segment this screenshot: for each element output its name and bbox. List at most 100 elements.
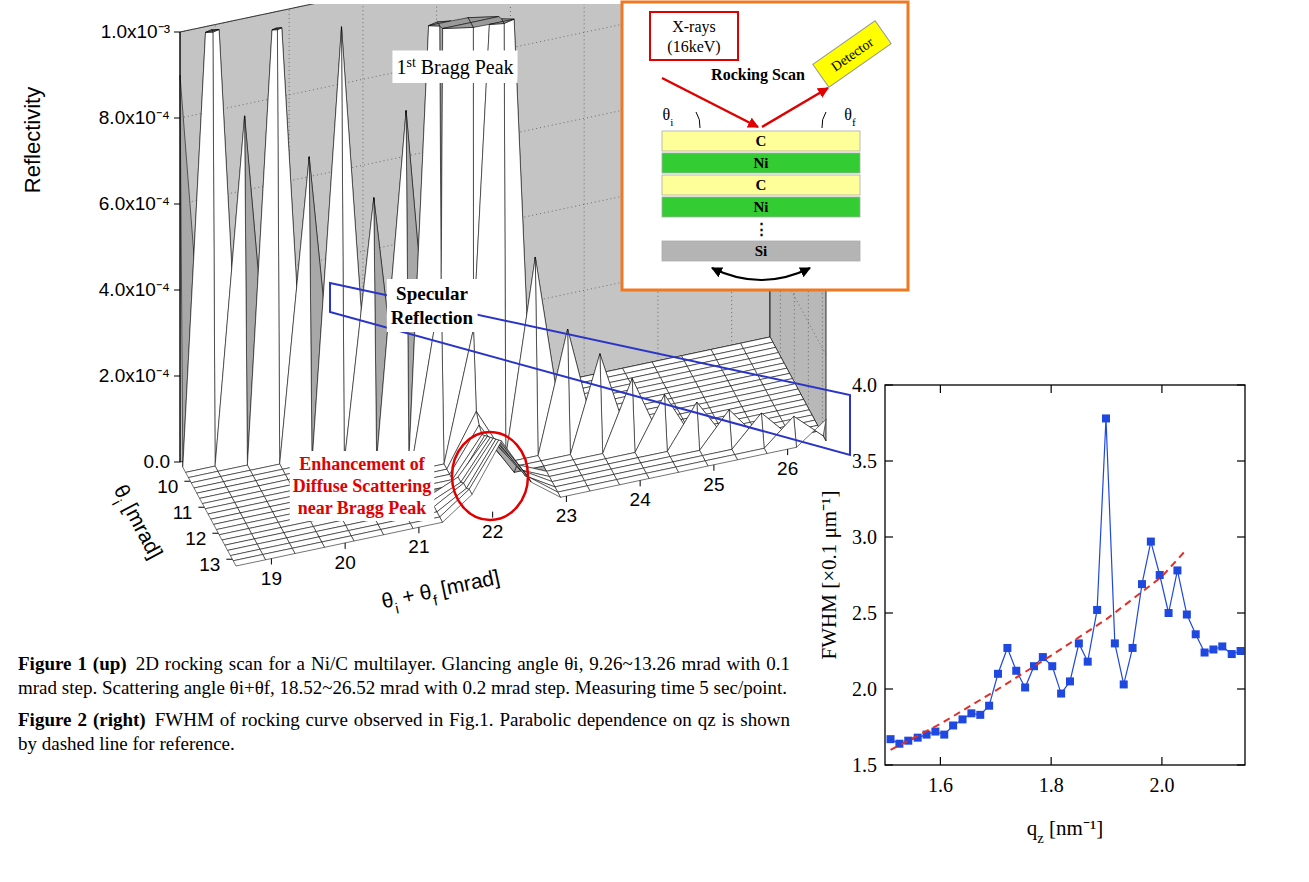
detector-label: Detector (828, 34, 876, 74)
surface-face (705, 455, 737, 466)
surface-cap (443, 23, 474, 29)
marker (1111, 639, 1119, 647)
surface-cell (705, 455, 737, 466)
marker (1129, 644, 1137, 652)
layer (662, 241, 860, 261)
surface-cell (344, 198, 376, 467)
marker (1084, 658, 1092, 666)
marker (959, 715, 967, 723)
surface-cell (735, 448, 767, 460)
series-line (891, 552, 1185, 750)
tick (174, 118, 180, 119)
tick (885, 460, 893, 461)
tick-label: 22 (482, 521, 503, 542)
tick-label: 4.0x10⁻⁴ (99, 279, 170, 300)
tick (1237, 536, 1245, 537)
reflected-beam (762, 88, 828, 127)
surface-face (528, 477, 560, 498)
surface-face (183, 32, 215, 472)
marker (1218, 642, 1226, 650)
marker (1237, 647, 1245, 655)
surface-face (646, 467, 678, 478)
text-line: Reflection (391, 307, 474, 328)
text-run: θ (844, 106, 852, 123)
text-run: i (670, 116, 673, 128)
surface-cap (272, 29, 277, 30)
text-run: θ (663, 106, 671, 123)
axis-title: θi + θf [mrad] (379, 565, 503, 619)
tick-label: 12 (185, 528, 206, 549)
tick (885, 384, 893, 385)
text-run: [nm⁻¹] (1044, 816, 1103, 840)
surface-face (587, 480, 619, 491)
surface-cell (667, 402, 699, 456)
surface-face (292, 542, 324, 554)
marker (1147, 538, 1155, 546)
marker (1120, 680, 1128, 688)
tick (940, 757, 941, 765)
plot-data (887, 414, 1245, 749)
layer-label: C (756, 177, 767, 193)
tick (566, 496, 567, 502)
marker (1201, 649, 1209, 657)
tick (1161, 385, 1162, 393)
marker (1066, 677, 1074, 685)
tick (885, 688, 893, 689)
surface-face (322, 536, 354, 548)
scan-label: Rocking Scan (711, 66, 805, 84)
surface-cell (215, 116, 247, 471)
text-run: q (1027, 816, 1038, 840)
tick-label: 1.8 (1039, 774, 1064, 796)
surface-cell (617, 473, 649, 485)
surface-cell (292, 542, 324, 554)
surface-face (732, 413, 764, 455)
plot-area (885, 385, 1245, 765)
surface-cell (558, 486, 590, 498)
tick (174, 462, 180, 463)
marker (949, 721, 957, 729)
marker (904, 737, 912, 745)
caption-label: Figure 2 (right) (18, 709, 146, 730)
caption-label: Figure 1 (up) (18, 653, 127, 674)
marker (1228, 650, 1236, 658)
tick (1237, 688, 1245, 689)
tick (1237, 384, 1245, 385)
axis-title: Reflectivity (20, 87, 45, 193)
tick (184, 481, 190, 482)
source-label: X-rays (672, 18, 716, 36)
series-line (891, 418, 1241, 743)
tick (198, 507, 204, 508)
surface-face (667, 402, 699, 456)
marker (1173, 566, 1181, 574)
marker (1183, 611, 1191, 619)
annotation: 1st Bragg Peak (396, 55, 513, 80)
text-run: [mrad] (433, 565, 502, 601)
tick-label: 21 (408, 536, 429, 557)
label-patch (290, 451, 434, 521)
marker (1057, 690, 1065, 698)
marker (1192, 630, 1200, 638)
surface-face (474, 24, 506, 457)
incident-beam (662, 78, 758, 127)
tick-label: 3.0 (852, 526, 877, 548)
tick-label: 11 (173, 502, 193, 523)
axis-title: qz [nm⁻¹] (1027, 816, 1103, 846)
layer-label: Ni (754, 155, 769, 171)
surface-cell (587, 480, 619, 491)
surface-face (617, 473, 649, 485)
surface-face (700, 410, 732, 456)
tick-label: 2.0 (852, 678, 877, 700)
surface-cell (469, 440, 501, 494)
tick (271, 559, 272, 565)
tick (885, 536, 893, 537)
surface-cap (489, 22, 504, 25)
tick (787, 449, 788, 455)
layer (662, 131, 860, 151)
tick-label: 2.0 (1149, 774, 1174, 796)
layer-label: ⋮ (754, 221, 769, 237)
surface-cell (247, 29, 279, 471)
marker (985, 702, 993, 710)
tick (640, 480, 641, 486)
text-line: Enhancement of (299, 454, 426, 474)
surface-cell (506, 257, 538, 462)
